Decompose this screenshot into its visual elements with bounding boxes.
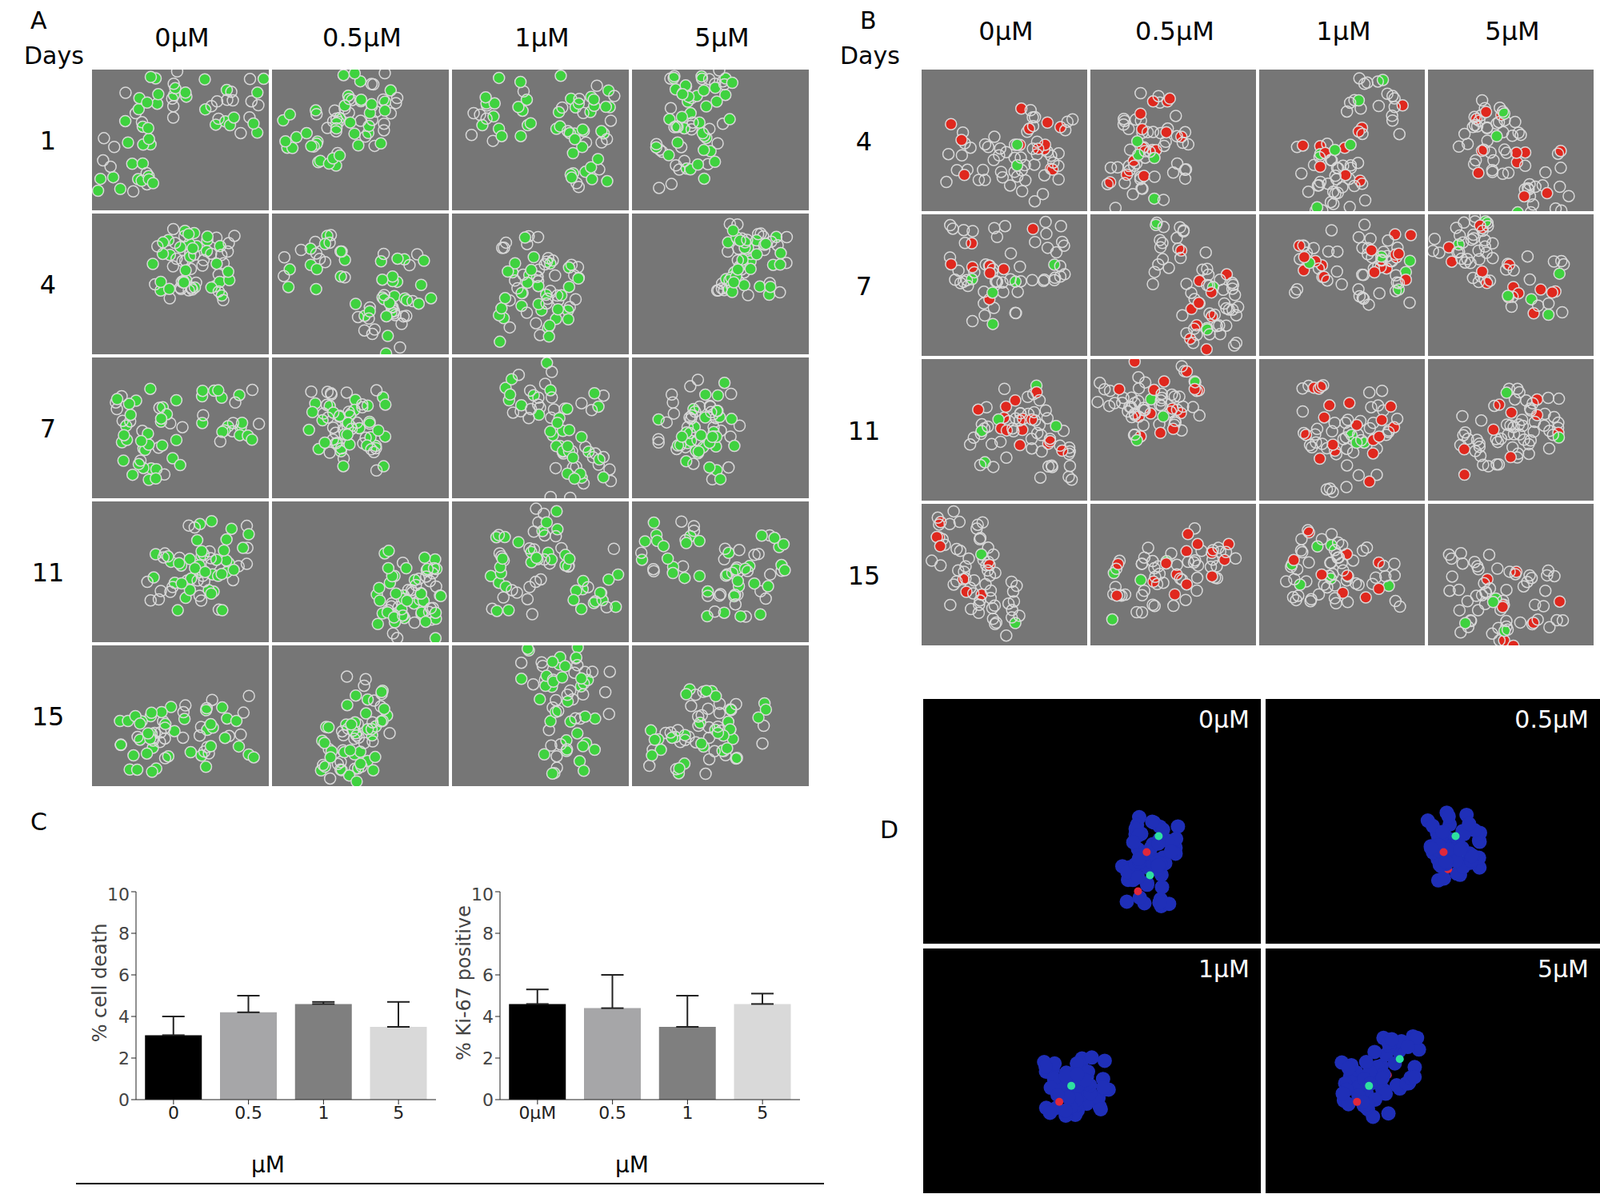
html-text:11: 11 — [847, 415, 881, 446]
html-text:μM: μM — [615, 1152, 649, 1179]
svg-text:0.5: 0.5 — [234, 1103, 263, 1124]
svg-text:2: 2 — [118, 1048, 130, 1069]
html-text:7: 7 — [39, 413, 57, 444]
svg-text:6: 6 — [118, 965, 130, 986]
svg-text:0μM: 0μM — [518, 1103, 556, 1124]
svg-text:4: 4 — [118, 1007, 130, 1028]
html-text:5μM: 5μM — [694, 22, 750, 53]
html-text:C: C — [30, 808, 48, 836]
html-text:B: B — [860, 6, 877, 35]
svg-text:0: 0 — [168, 1103, 180, 1124]
html-text:4: 4 — [39, 269, 57, 300]
html-text:11: 11 — [31, 557, 65, 588]
html-text:1μM: 1μM — [1198, 955, 1250, 984]
html-text:μM: μM — [251, 1152, 285, 1179]
html-text:5μM: 5μM — [1485, 16, 1540, 47]
svg-text:5: 5 — [756, 1103, 768, 1124]
html-text:1μM: 1μM — [1316, 16, 1371, 47]
html-text:Days: Days — [840, 41, 900, 70]
svg-text:10: 10 — [107, 884, 130, 905]
svg-text:4: 4 — [482, 1007, 494, 1028]
html-text:0μM: 0μM — [1198, 705, 1250, 734]
html-text:A: A — [30, 6, 47, 35]
html-text:7: 7 — [855, 270, 873, 302]
svg-text:0: 0 — [118, 1090, 130, 1111]
html-text:% cell death: % cell death — [88, 923, 112, 1043]
html-text:1μM: 1μM — [514, 22, 570, 53]
html-text:Days: Days — [24, 41, 84, 70]
svg-text:8: 8 — [482, 924, 494, 944]
svg-text:10: 10 — [471, 884, 494, 905]
svg-text:0: 0 — [482, 1090, 494, 1111]
html-text:0.5μM: 0.5μM — [322, 22, 402, 53]
svg-text:6: 6 — [482, 965, 494, 986]
svg-text:1: 1 — [681, 1103, 693, 1124]
html-text:5μM: 5μM — [1537, 955, 1589, 984]
svg-text:0.5: 0.5 — [598, 1103, 627, 1124]
html-text:1: 1 — [39, 125, 57, 156]
html-text:% Ki-67 positive: % Ki-67 positive — [452, 905, 476, 1061]
html-text:0μM: 0μM — [154, 22, 210, 53]
html-text:0μM: 0μM — [978, 16, 1034, 47]
html-text:D: D — [880, 816, 899, 844]
svg-text:8: 8 — [118, 924, 130, 944]
html-text:15: 15 — [31, 701, 65, 732]
svg-text:2: 2 — [482, 1048, 494, 1069]
html-text:15: 15 — [847, 560, 881, 591]
html-text:4: 4 — [855, 126, 873, 157]
html-text:0.5μM: 0.5μM — [1514, 705, 1589, 734]
svg-text:5: 5 — [392, 1103, 404, 1124]
html-text:0.5μM: 0.5μM — [1135, 16, 1215, 47]
svg-text:1: 1 — [317, 1103, 329, 1124]
